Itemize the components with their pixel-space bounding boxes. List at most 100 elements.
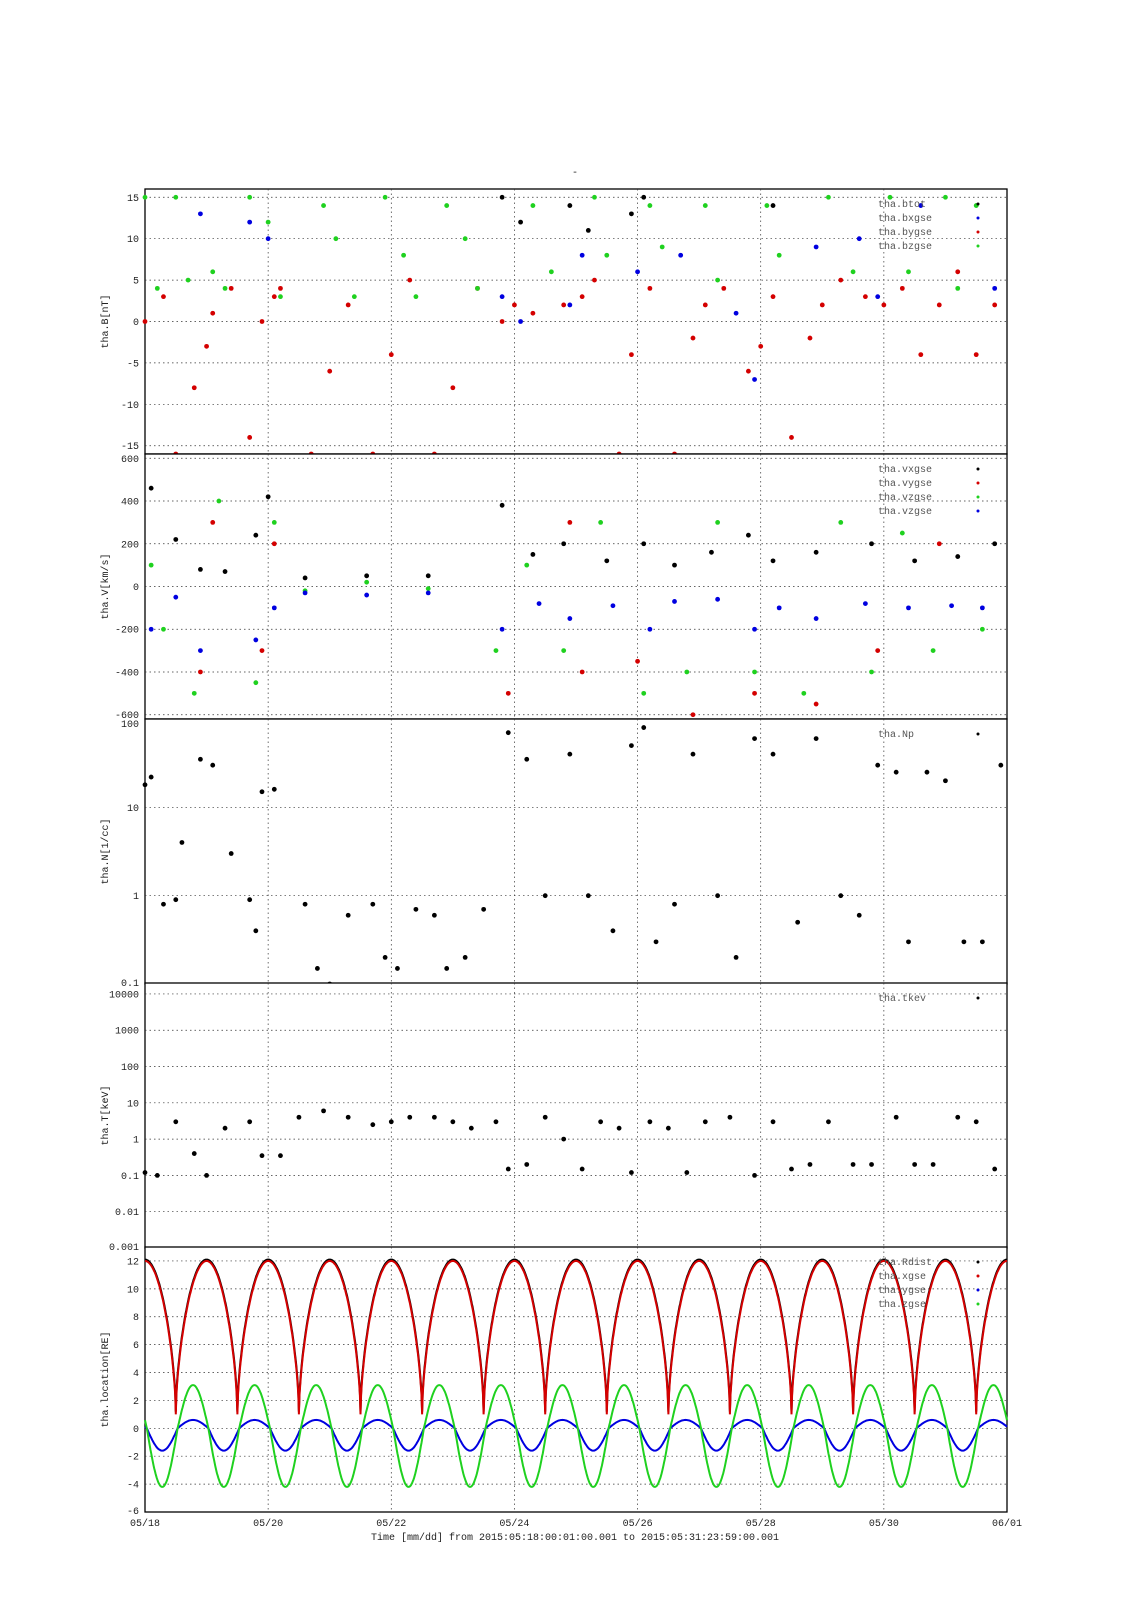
data-point xyxy=(333,236,339,242)
y-tick-label: 1 xyxy=(133,892,139,903)
y-tick-label: 0.001 xyxy=(109,1243,139,1254)
data-point xyxy=(444,966,450,971)
data-point xyxy=(672,562,677,568)
data-point xyxy=(672,901,677,907)
data-point xyxy=(752,736,757,741)
data-point xyxy=(345,302,351,308)
data-point xyxy=(641,541,647,547)
y-tick-label: -4 xyxy=(127,1481,139,1492)
data-point xyxy=(247,1119,253,1125)
data-point xyxy=(142,782,148,788)
data-point xyxy=(604,558,610,564)
data-point xyxy=(647,285,653,291)
data-point xyxy=(752,1173,757,1178)
legend-marker xyxy=(976,1288,980,1292)
x-tick-label: 05/22 xyxy=(376,1518,406,1530)
data-point xyxy=(271,541,277,547)
data-point xyxy=(222,285,228,291)
y-tick-label: 10 xyxy=(127,1285,139,1296)
data-point xyxy=(653,939,659,945)
data-point xyxy=(641,194,647,200)
y-tick-label: 12 xyxy=(127,1257,139,1268)
data-point xyxy=(702,203,708,208)
data-point xyxy=(826,194,831,200)
data-point xyxy=(807,1162,813,1167)
data-point xyxy=(616,1125,622,1131)
data-point xyxy=(542,893,548,899)
data-point xyxy=(524,1162,530,1167)
data-point xyxy=(148,485,154,491)
data-point xyxy=(838,519,844,525)
data-point xyxy=(512,302,517,308)
series-line-tha.ygse xyxy=(144,1418,1008,1452)
data-point xyxy=(721,285,727,291)
data-point xyxy=(518,219,523,225)
data-point xyxy=(690,751,696,757)
data-point xyxy=(191,1151,197,1156)
legend-entry: tha.Rdist xyxy=(878,1257,932,1269)
data-point xyxy=(746,532,751,538)
data-point xyxy=(493,1119,499,1125)
data-point xyxy=(499,294,505,300)
data-point xyxy=(585,893,591,899)
data-point xyxy=(789,1166,794,1172)
legend-entry: tha.Np xyxy=(878,729,914,741)
data-point xyxy=(524,562,530,568)
data-point xyxy=(475,285,480,291)
data-point xyxy=(850,269,856,275)
x-tick-label: 05/24 xyxy=(499,1518,529,1530)
data-point xyxy=(530,310,536,316)
data-point xyxy=(271,786,277,792)
data-point xyxy=(210,269,216,275)
x-tick-label: 05/18 xyxy=(130,1518,160,1530)
data-point xyxy=(930,1162,936,1167)
data-point xyxy=(758,343,764,349)
data-point xyxy=(161,626,166,632)
data-point xyxy=(228,851,234,856)
data-point xyxy=(388,1119,394,1125)
data-point xyxy=(819,302,825,308)
data-point xyxy=(567,203,573,208)
data-point xyxy=(826,1119,831,1125)
y-tick-label: 5 xyxy=(133,277,139,288)
data-point xyxy=(548,269,554,275)
data-point xyxy=(321,1108,326,1114)
data-point xyxy=(481,906,487,912)
plot-frame xyxy=(144,982,1008,1249)
legend-entry: tha.zgse xyxy=(878,1299,926,1311)
data-point xyxy=(173,897,179,903)
data-point xyxy=(992,302,998,308)
data-point xyxy=(752,377,757,382)
panel-5: 12 10 8 6 4 2 0 -2 -4 -6 tha.location[RE] tha.Rdist… xyxy=(100,1246,1008,1518)
data-point xyxy=(204,343,209,349)
legend-marker xyxy=(976,244,980,248)
data-point xyxy=(801,690,807,696)
data-point xyxy=(425,586,431,592)
y-tick-label: 400 xyxy=(121,498,139,509)
data-point xyxy=(733,955,739,960)
data-point xyxy=(862,601,868,606)
data-point xyxy=(998,762,1004,768)
legend-entry: tha.btot xyxy=(878,199,926,211)
data-point xyxy=(278,294,283,300)
data-point xyxy=(943,778,948,784)
legend-entry: tha.bxgse xyxy=(878,213,932,225)
data-point xyxy=(875,762,881,768)
series-line-tha.xgse xyxy=(144,1259,1008,1415)
data-point xyxy=(598,519,604,525)
y-tick-label: 200 xyxy=(121,540,139,551)
data-point xyxy=(992,1166,998,1172)
data-point xyxy=(912,1162,918,1167)
data-point xyxy=(764,203,770,208)
panel-2: 600 400 200 0 -200 -400 -600 tha.V[km/s] tha.vxg… xyxy=(100,453,1008,722)
data-point xyxy=(499,502,505,508)
legend-marker xyxy=(976,481,980,485)
data-point xyxy=(936,302,942,308)
data-point xyxy=(924,769,930,775)
y-tick-label: 1000 xyxy=(115,1027,139,1038)
data-point xyxy=(499,194,505,200)
data-point xyxy=(979,605,985,611)
data-point xyxy=(665,1125,671,1131)
x-tick-label: 05/20 xyxy=(253,1518,283,1530)
legend-marker xyxy=(976,1260,980,1264)
